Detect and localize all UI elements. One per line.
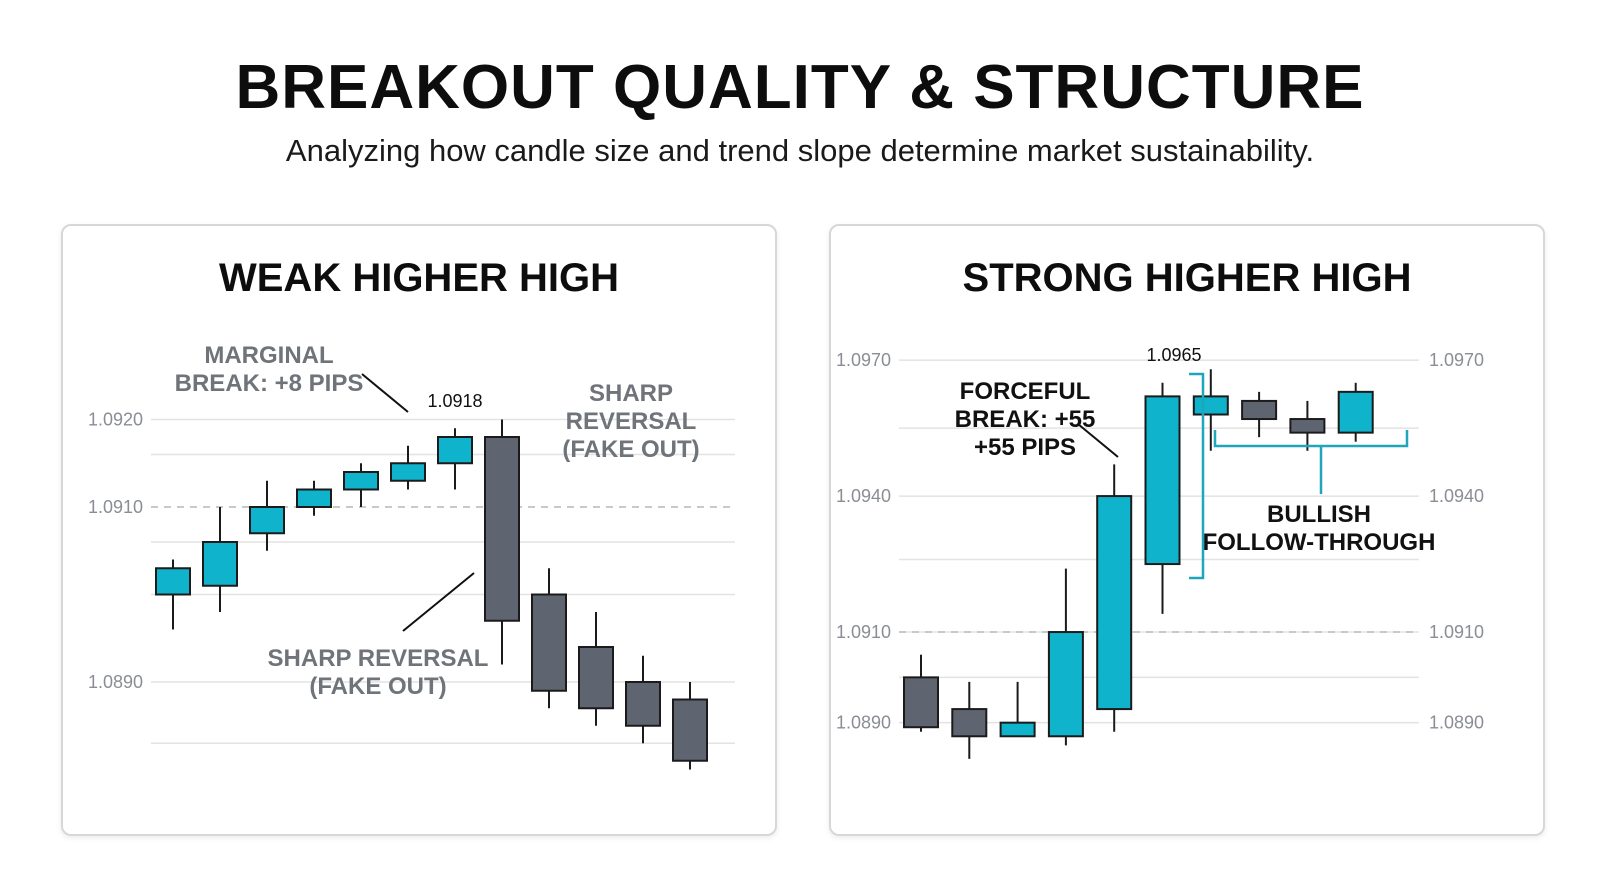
forceful-break-annotation-line-1: FORCEFUL — [960, 378, 1091, 405]
candle-body-3 — [999, 721, 1036, 738]
y-tick-label-3-left: 1.0910 — [836, 622, 891, 642]
candle-body-10 — [1337, 390, 1374, 434]
sharp-reversal-pointer — [402, 572, 475, 632]
y-tick-label-2: 1.0910 — [88, 497, 143, 517]
candle-body-1 — [155, 567, 191, 596]
y-tick-label-2-right: 1.0940 — [1429, 486, 1484, 506]
forceful-break-annotation-line-3: +55 PIPS — [974, 434, 1076, 461]
candle-body-2 — [202, 541, 238, 587]
y-tick-label-2-left: 1.0940 — [836, 486, 891, 506]
candle-body-5 — [343, 471, 379, 491]
y-tick-label-1: 1.0920 — [88, 410, 143, 430]
candle-body-9 — [1289, 418, 1326, 434]
strong-higher-high-chart: 1.0970 1.0970 1.0940 1.0940 1.0910 1.0910 1.08… — [836, 345, 1484, 759]
page-subtitle: Analyzing how candle size and trend slop… — [285, 133, 1315, 168]
y-tick-label-4-right: 1.0890 — [1429, 713, 1484, 733]
high-value-label: 1.0918 — [427, 391, 482, 411]
strong-panel-title: STRONG HIGHER HIGH — [962, 256, 1412, 300]
candle-body-8 — [484, 436, 520, 622]
candle-body-8 — [1241, 399, 1278, 421]
y-tick-label-3: 1.0890 — [88, 672, 143, 692]
bullish-follow-through-annotation-line-2: FOLLOW-THROUGH — [1203, 529, 1436, 556]
high-value-label: 1.0965 — [1146, 345, 1201, 365]
follow-through-bracket — [1213, 430, 1409, 448]
page-title: BREAKOUT QUALITY & STRUCTURE — [235, 53, 1365, 122]
sharp-reversal-annotation-bottom-line-2: (FAKE OUT) — [309, 673, 446, 700]
candle-body-4 — [1047, 631, 1084, 738]
candle-body-5 — [1096, 495, 1133, 711]
candle-body-12 — [672, 698, 708, 762]
candle-body-10 — [578, 646, 614, 710]
candle-body-6 — [390, 462, 426, 482]
weak-higher-high-panel: WEAK HIGHER HIGH 1.0920 1.0910 1.0890 1.091… — [61, 224, 777, 836]
marginal-break-annotation-line-2: BREAK: +8 PIPS — [175, 370, 364, 397]
candle-body-2 — [951, 708, 988, 738]
sharp-reversal-annotation-top-line-3: (FAKE OUT) — [562, 436, 699, 463]
forceful-break-pointer — [1077, 423, 1119, 458]
y-tick-label-1-left: 1.0970 — [836, 350, 891, 370]
candle-body-9 — [531, 593, 567, 692]
candle-body-11 — [625, 681, 661, 727]
candle-body-6 — [1144, 395, 1181, 566]
candle-body-7 — [1192, 395, 1229, 416]
bullish-follow-through-annotation-line-1: BULLISH — [1267, 501, 1371, 528]
marginal-break-pointer — [361, 373, 409, 413]
marginal-break-annotation-line-1: MARGINAL — [204, 342, 333, 369]
sharp-reversal-annotation-bottom-line-1: SHARP REVERSAL — [268, 645, 489, 672]
candle-body-1 — [903, 676, 939, 729]
y-tick-label-1-right: 1.0970 — [1429, 350, 1484, 370]
weak-panel-title: WEAK HIGHER HIGH — [219, 256, 619, 300]
breakout-bracket — [1189, 372, 1205, 580]
candle-body-3 — [249, 506, 285, 535]
y-tick-label-3-right: 1.0910 — [1429, 622, 1484, 642]
y-tick-label-4-left: 1.0890 — [836, 713, 891, 733]
sharp-reversal-annotation-top-line-1: SHARP — [589, 380, 673, 407]
sharp-reversal-annotation-top-line-2: REVERSAL — [566, 408, 697, 435]
strong-higher-high-panel: STRONG HIGHER HIGH 1.0970 1.0970 1.0940 1.0… — [829, 224, 1545, 836]
candle-body-7 — [437, 436, 473, 465]
candle-body-4 — [296, 488, 332, 508]
forceful-break-annotation-line-2: BREAK: +55 — [955, 406, 1096, 433]
